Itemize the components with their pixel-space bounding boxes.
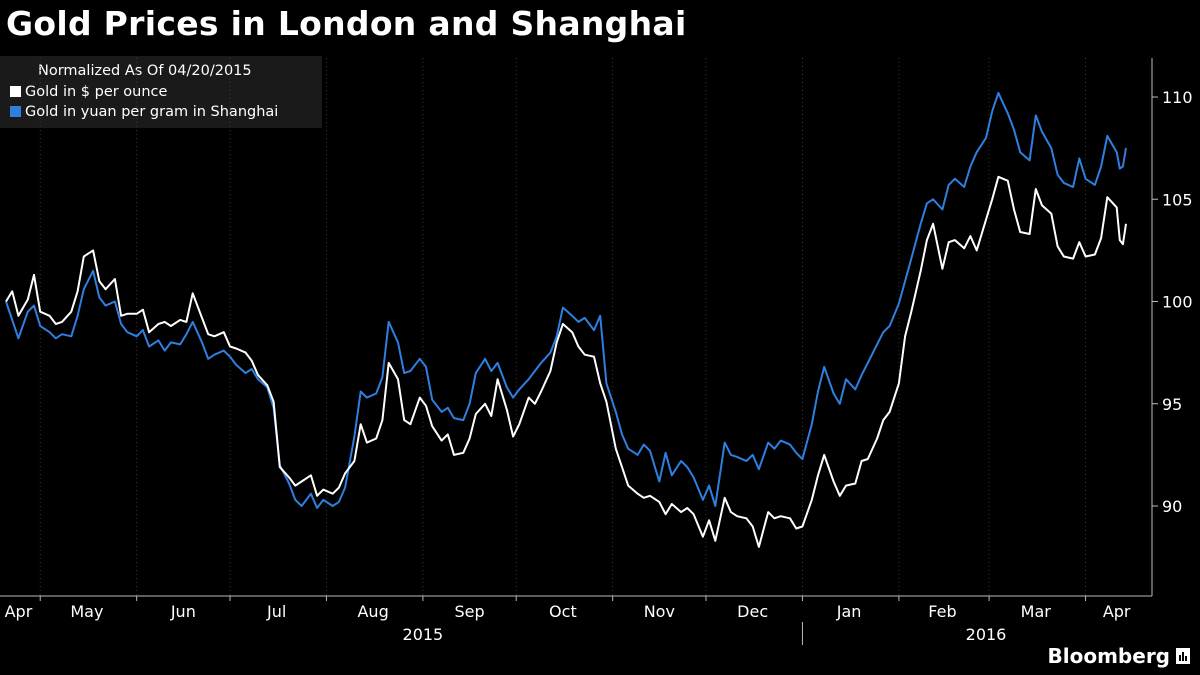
y-tick-label: 110	[1162, 88, 1193, 107]
x-tick-label: May	[70, 602, 103, 621]
x-year-label: 2015	[403, 625, 444, 644]
legend-label-yuan: Gold in yuan per gram in Shanghai	[25, 104, 279, 120]
brand-name: Bloomberg	[1047, 644, 1170, 668]
legend-item-usd: Gold in $ per ounce	[10, 84, 167, 100]
x-tick-label: Apr	[5, 602, 33, 621]
x-tick-label: Jun	[170, 602, 196, 621]
legend-label-usd: Gold in $ per ounce	[25, 84, 168, 100]
y-tick-label: 105	[1162, 190, 1193, 209]
x-tick-label: Dec	[737, 602, 768, 621]
legend-item-yuan: Gold in yuan per gram in Shanghai	[10, 104, 278, 120]
chart-title: Gold Prices in London and Shanghai	[6, 4, 687, 43]
series-line-yuan	[5, 91, 1127, 509]
legend-subtitle: Normalized As Of 04/20/2015	[38, 63, 252, 79]
x-tick-label: Oct	[549, 602, 577, 621]
series-line-usd	[5, 175, 1127, 548]
y-tick-label: 90	[1162, 497, 1182, 516]
x-tick-label: Apr	[1103, 602, 1131, 621]
legend-swatch-yuan	[10, 106, 21, 117]
x-tick-label: Feb	[928, 602, 956, 621]
y-tick-label: 95	[1162, 395, 1182, 414]
x-tick-label: Nov	[644, 602, 675, 621]
legend-swatch-usd	[10, 86, 21, 97]
x-tick-label: Aug	[357, 602, 388, 621]
bloomberg-logo: Bloomberg	[1048, 644, 1190, 668]
x-tick-label: Mar	[1021, 602, 1052, 621]
legend: Normalized As Of 04/20/2015 Gold in $ pe…	[0, 56, 322, 128]
x-tick-label: Jul	[266, 602, 286, 621]
x-tick-label: Sep	[454, 602, 484, 621]
bloomberg-bars-icon	[1176, 648, 1190, 664]
x-tick-label: Jan	[836, 602, 862, 621]
y-tick-label: 100	[1162, 293, 1193, 312]
x-year-label: 2016	[966, 625, 1007, 644]
